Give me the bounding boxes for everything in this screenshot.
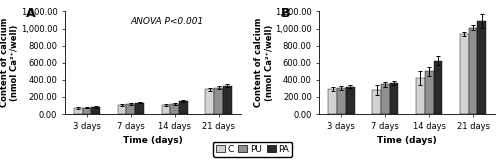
Bar xyxy=(468,28,477,114)
Legend: C, PU, PA: C, PU, PA xyxy=(212,141,292,157)
Bar xyxy=(135,103,144,114)
Bar xyxy=(337,88,346,114)
Bar xyxy=(346,87,354,114)
Bar xyxy=(460,34,468,114)
Bar xyxy=(82,108,92,114)
Bar xyxy=(126,104,135,114)
Text: A: A xyxy=(26,7,36,20)
Y-axis label: Content of calcium
(nmol Ca²⁺/well): Content of calcium (nmol Ca²⁺/well) xyxy=(0,18,19,107)
Bar xyxy=(478,21,486,114)
Bar xyxy=(74,108,82,114)
X-axis label: Time (days): Time (days) xyxy=(123,136,182,145)
Bar xyxy=(381,84,390,114)
Bar xyxy=(206,89,214,114)
Text: ANOVA P<0.001: ANOVA P<0.001 xyxy=(130,16,204,26)
X-axis label: Time (days): Time (days) xyxy=(378,136,437,145)
Bar xyxy=(92,107,100,114)
Bar xyxy=(162,105,170,114)
Bar xyxy=(118,105,126,114)
Bar xyxy=(425,71,434,114)
Bar xyxy=(328,89,337,114)
Bar xyxy=(434,61,442,114)
Bar xyxy=(170,104,179,114)
Text: B: B xyxy=(281,7,290,20)
Bar xyxy=(416,78,425,114)
Bar xyxy=(223,86,232,114)
Bar xyxy=(214,88,223,114)
Bar xyxy=(179,101,188,114)
Bar xyxy=(372,90,381,114)
Y-axis label: Content of calcium
(nmol Ca²⁺/well): Content of calcium (nmol Ca²⁺/well) xyxy=(254,18,274,107)
Bar xyxy=(390,83,398,114)
